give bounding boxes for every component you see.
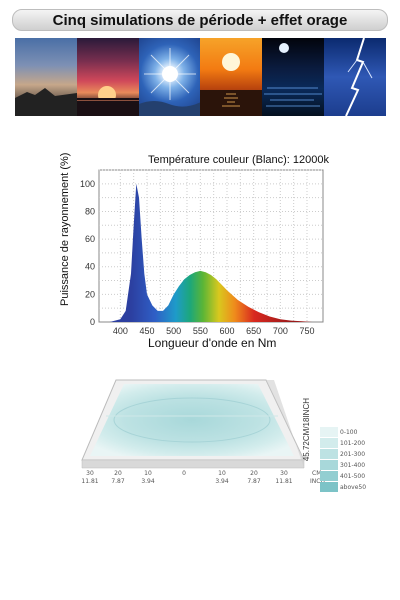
map-tick-cm: 20 (114, 470, 122, 477)
legend-item: above50 (320, 482, 380, 492)
map-tick-cm: 10 (144, 470, 152, 477)
legend-swatch (320, 460, 338, 470)
x-tick-label: 600 (219, 326, 234, 336)
title-banner: Cinq simulations de période + effet orag… (12, 9, 388, 31)
spectrum-plot: 400 450 500 550 600 650 700 750 0 20 40 60 80 100 (80, 169, 324, 336)
legend-item: 201-300 (320, 449, 380, 459)
chart-x-label: Longueur d'onde en Nm (148, 336, 277, 350)
legend-item: 401-500 (320, 471, 380, 481)
y-tick-label: 100 (80, 179, 95, 189)
map-side-label: 45.72CM/18INCH (302, 398, 311, 462)
legend-swatch (320, 482, 338, 492)
map-tick-inch: 7.87 (111, 478, 125, 485)
sunset-photo (76, 38, 139, 116)
sun-photo (138, 38, 201, 116)
map-tick-cm: 30 (86, 470, 94, 477)
legend-label: 401-500 (340, 472, 366, 480)
x-tick-label: 700 (273, 326, 288, 336)
map-tick-cm: 30 (280, 470, 288, 477)
legend-item: 301-400 (320, 460, 380, 470)
y-tick-label: 80 (85, 206, 95, 216)
spectrum-area (109, 183, 313, 322)
x-tick-label: 450 (139, 326, 154, 336)
legend-item: 0-100 (320, 427, 380, 437)
map-tick-inch: 7.87 (247, 478, 261, 485)
y-tick-label: 20 (85, 289, 95, 299)
sunrise-photo (15, 38, 77, 116)
x-tick-label: 500 (166, 326, 181, 336)
y-tick-label: 0 (90, 317, 95, 327)
lightning-photo (324, 38, 386, 116)
photo-strip (15, 38, 386, 116)
map-unit-cm: CM (312, 470, 321, 477)
legend-label: 0-100 (340, 428, 358, 436)
legend-item: 101-200 (320, 438, 380, 448)
x-tick-label: 650 (246, 326, 261, 336)
legend-swatch (320, 471, 338, 481)
chart-title: Température couleur (Blanc): 12000k (148, 154, 329, 166)
map-tick-inch: 3.94 (141, 478, 155, 485)
map-tick-inch: 11.81 (81, 478, 98, 485)
map-legend: 0-100 101-200 201-300 301-400 401-500 above50 (320, 427, 380, 493)
y-tick-label: 60 (85, 234, 95, 244)
map-tick-inch: 11.81 (275, 478, 292, 485)
map-tick-cm: 20 (250, 470, 258, 477)
legend-label: 301-400 (340, 461, 366, 469)
legend-swatch (320, 449, 338, 459)
legend-label: above50 (340, 483, 367, 491)
map-tick-cm: 0 (182, 470, 186, 477)
legend-swatch (320, 427, 338, 437)
map-tick-inch: 3.94 (215, 478, 229, 485)
map-tick-cm: 10 (218, 470, 226, 477)
evening-sun-photo (200, 38, 263, 116)
legend-label: 101-200 (340, 439, 366, 447)
x-tick-label: 400 (113, 326, 128, 336)
moonlight-photo (262, 38, 325, 116)
legend-swatch (320, 438, 338, 448)
y-tick-label: 40 (85, 262, 95, 272)
spectrum-chart: Température couleur (Blanc): 12000k Puis… (55, 150, 355, 350)
x-tick-label: 550 (193, 326, 208, 336)
x-tick-label: 750 (299, 326, 314, 336)
legend-label: 201-300 (340, 450, 366, 458)
map-unit-inch: INCH (310, 478, 325, 485)
banner-title: Cinq simulations de période + effet orag… (52, 11, 348, 29)
